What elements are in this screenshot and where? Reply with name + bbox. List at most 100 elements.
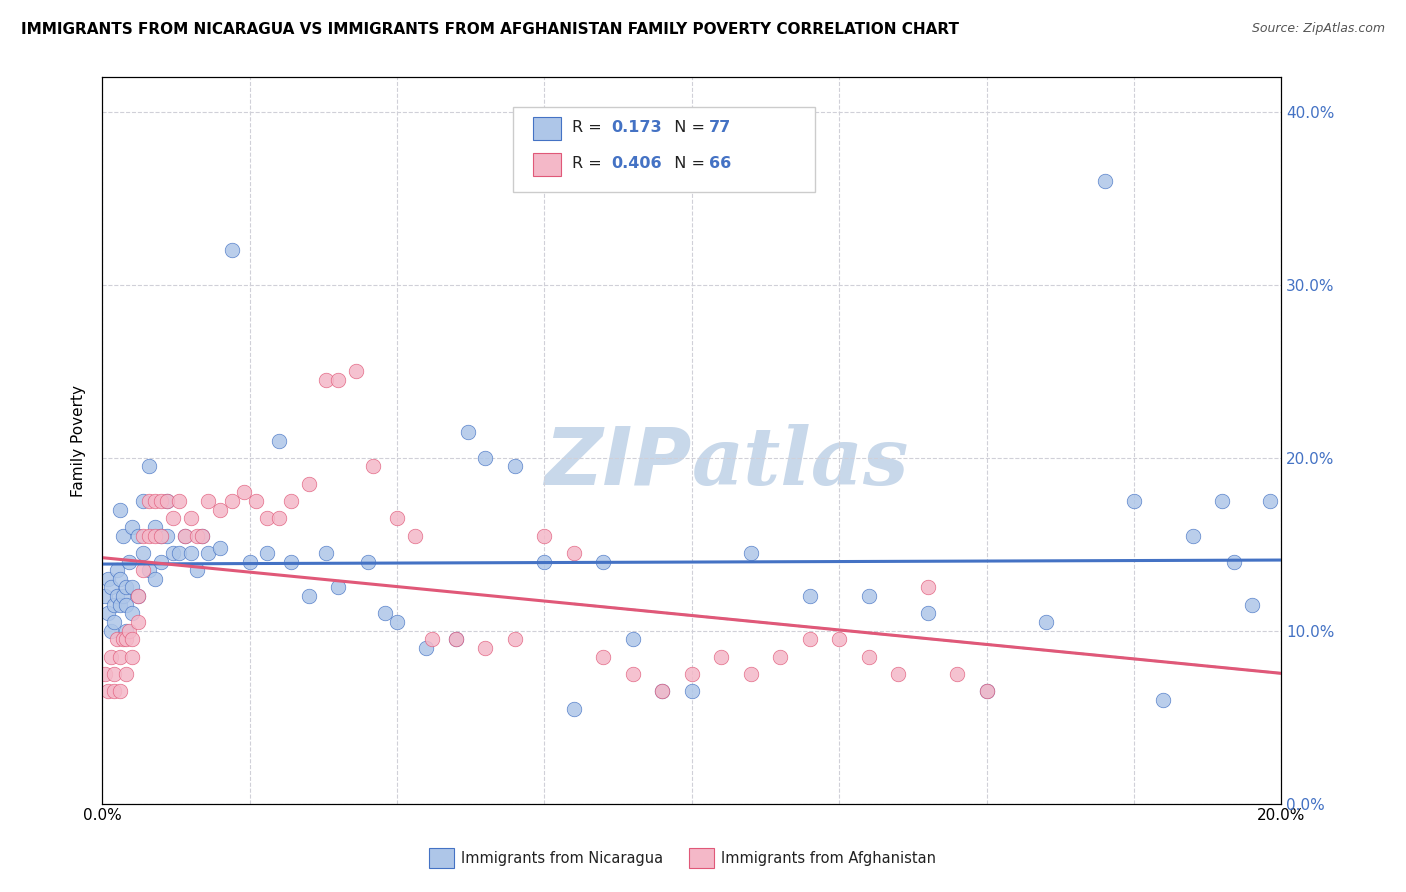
Point [100, 581, 122, 595]
Point [1211, 494, 1233, 508]
Point [167, 546, 190, 560]
Point [297, 589, 319, 603]
Point [132, 528, 155, 542]
Point [799, 632, 821, 647]
Text: 0.173: 0.173 [612, 120, 662, 135]
Point [132, 546, 155, 560]
Point [127, 589, 149, 603]
Point [156, 528, 179, 542]
Point [138, 528, 160, 542]
Point [127, 589, 149, 603]
Point [239, 555, 262, 569]
Point [114, 581, 136, 595]
Point [143, 494, 166, 508]
Point [121, 607, 143, 621]
Point [127, 615, 149, 629]
Point [103, 598, 125, 612]
Point [592, 649, 614, 664]
Point [103, 667, 125, 681]
Point [121, 581, 143, 595]
Text: R =: R = [572, 156, 607, 170]
Point [100, 649, 122, 664]
Text: 77: 77 [709, 120, 731, 135]
Point [1240, 598, 1263, 612]
Text: R =: R = [572, 120, 607, 135]
Point [356, 555, 378, 569]
Point [1223, 555, 1246, 569]
Point [150, 494, 173, 508]
Point [138, 459, 160, 474]
Point [457, 425, 479, 439]
Point [209, 541, 232, 555]
Point [681, 667, 703, 681]
Point [422, 632, 444, 647]
Point [315, 373, 337, 387]
Point [858, 649, 880, 664]
Point [474, 450, 496, 465]
Point [315, 546, 337, 560]
Point [173, 528, 195, 542]
Text: Immigrants from Afghanistan: Immigrants from Afghanistan [721, 851, 936, 865]
Point [503, 459, 526, 474]
Point [118, 555, 141, 569]
Point [1094, 174, 1116, 188]
Point [180, 546, 202, 560]
Point [105, 589, 128, 603]
Point [503, 632, 526, 647]
Point [858, 589, 880, 603]
Point [191, 528, 214, 542]
Point [245, 494, 267, 508]
Point [105, 563, 128, 577]
Text: Source: ZipAtlas.com: Source: ZipAtlas.com [1251, 22, 1385, 36]
Point [186, 528, 208, 542]
Point [197, 494, 219, 508]
Point [592, 555, 614, 569]
Point [562, 546, 585, 560]
Point [267, 434, 290, 448]
Point [681, 684, 703, 698]
Point [108, 598, 131, 612]
Point [108, 649, 131, 664]
Point [94, 589, 117, 603]
Point [121, 649, 143, 664]
Point [917, 607, 939, 621]
Text: IMMIGRANTS FROM NICARAGUA VS IMMIGRANTS FROM AFGHANISTAN FAMILY POVERTY CORRELAT: IMMIGRANTS FROM NICARAGUA VS IMMIGRANTS … [21, 22, 959, 37]
Point [132, 563, 155, 577]
Point [97, 607, 120, 621]
Point [197, 546, 219, 560]
Point [191, 528, 214, 542]
Point [173, 528, 195, 542]
Point [799, 589, 821, 603]
Text: atlas: atlas [692, 424, 910, 501]
Point [740, 546, 762, 560]
Point [167, 494, 190, 508]
Point [180, 511, 202, 525]
Point [946, 667, 969, 681]
Point [150, 528, 173, 542]
Point [444, 632, 467, 647]
Point [111, 632, 134, 647]
Point [474, 640, 496, 655]
Point [138, 494, 160, 508]
Point [97, 684, 120, 698]
Point [150, 555, 173, 569]
Point [103, 684, 125, 698]
Point [385, 615, 408, 629]
Point [1181, 528, 1204, 542]
Point [132, 494, 155, 508]
Point [828, 632, 851, 647]
Point [114, 598, 136, 612]
Point [114, 632, 136, 647]
Point [100, 624, 122, 638]
Point [103, 615, 125, 629]
Point [1153, 693, 1175, 707]
Point [280, 494, 302, 508]
Point [156, 494, 179, 508]
Point [143, 528, 166, 542]
Text: ZIP: ZIP [544, 424, 692, 501]
Point [232, 485, 254, 500]
Point [143, 520, 166, 534]
Point [267, 511, 290, 525]
Text: N =: N = [664, 156, 710, 170]
Point [651, 684, 673, 698]
